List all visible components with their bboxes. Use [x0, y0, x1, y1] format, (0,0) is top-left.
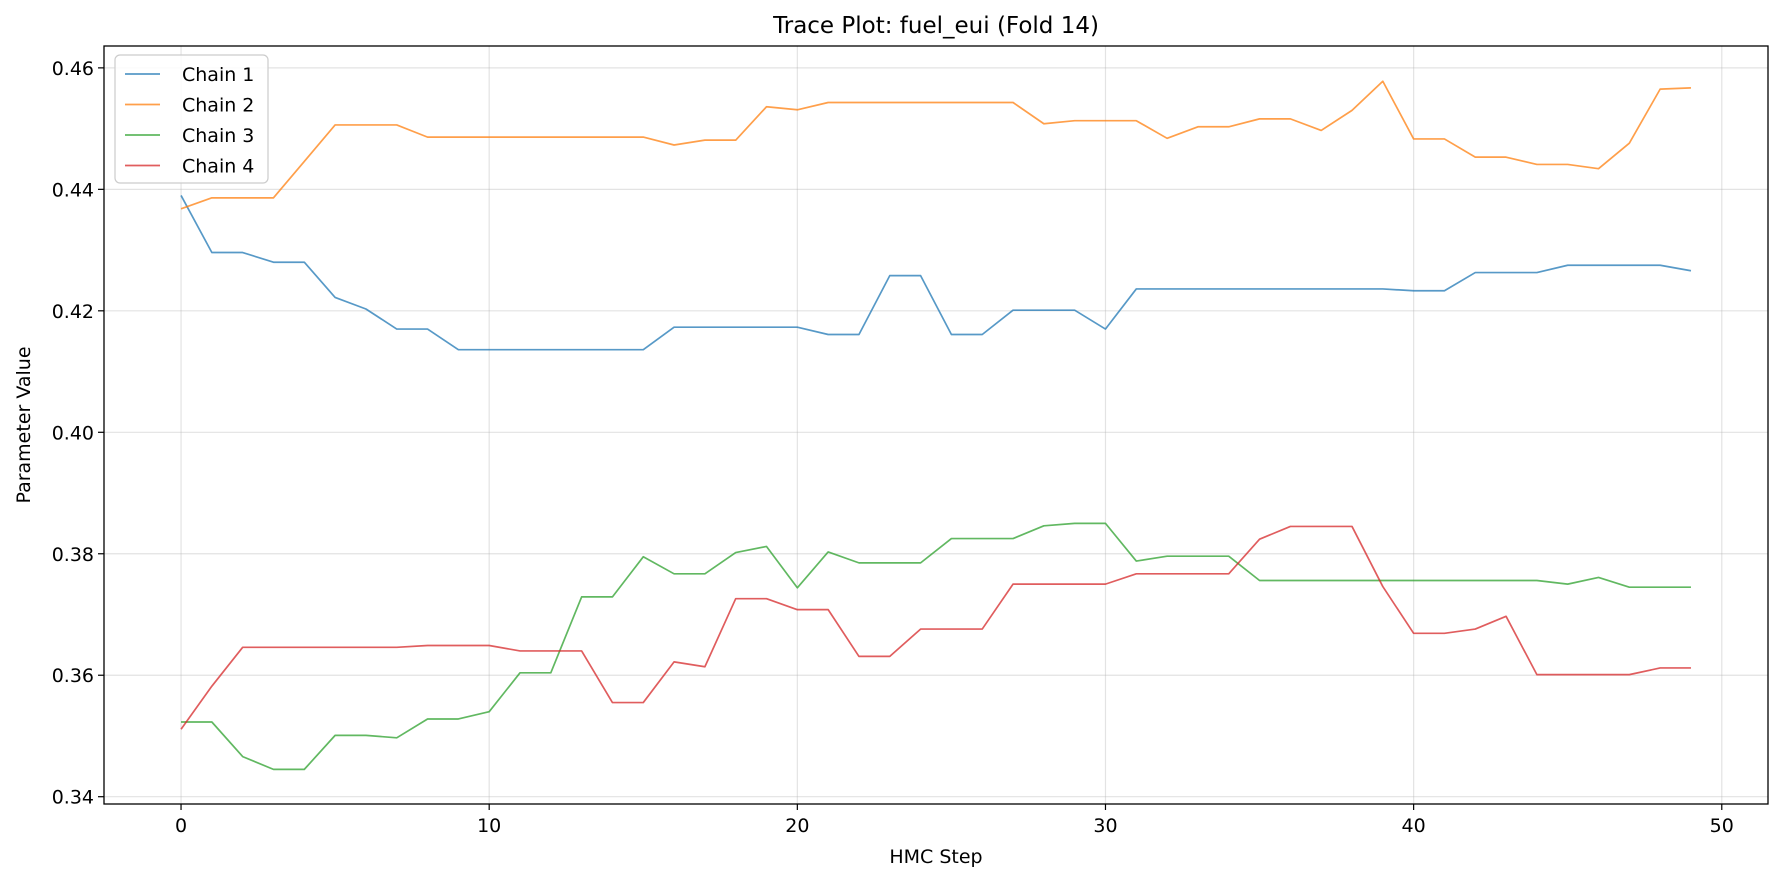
- x-tick-label: 0: [175, 815, 187, 837]
- series-line-chain-4: [180, 525, 1691, 730]
- x-axis-label: HMC Step: [889, 846, 982, 868]
- series-lines: [180, 80, 1692, 771]
- y-tick-label: 0.46: [52, 58, 94, 80]
- legend-label-chain-3: Chain 3: [182, 125, 254, 147]
- y-tick-label: 0.34: [52, 787, 94, 809]
- legend: Chain 1 Chain 2 Chain 3 Chain 4: [114, 54, 269, 184]
- axis-ticks: 0 10 20 30 40 50 0.34 0.36 0.38 0.40 0.42 0.44 0.46: [52, 58, 1734, 837]
- y-tick-label: 0.38: [52, 544, 94, 566]
- series-line-chain-3: [181, 522, 1691, 771]
- legend-label-chain-1: Chain 1: [182, 64, 254, 86]
- x-tick-label: 30: [1093, 815, 1117, 837]
- chart-title: Trace Plot: fuel_eui (Fold 14): [772, 13, 1099, 39]
- x-tick-label: 40: [1402, 815, 1426, 837]
- y-axis-label: Parameter Value: [13, 346, 35, 503]
- series-line-chain-2: [180, 80, 1691, 210]
- x-tick-label: 10: [477, 815, 501, 837]
- legend-label-chain-4: Chain 4: [182, 156, 254, 178]
- plot-area-frame: [103, 45, 1769, 805]
- series-line-chain-1: [180, 195, 1692, 351]
- legend-label-chain-2: Chain 2: [182, 95, 254, 117]
- y-tick-label: 0.42: [52, 301, 94, 323]
- grid-lines: [104, 46, 1768, 804]
- y-tick-label: 0.44: [52, 179, 94, 201]
- x-tick-label: 50: [1710, 815, 1734, 837]
- legend-box: [114, 54, 269, 184]
- x-tick-label: 20: [785, 815, 809, 837]
- y-tick-label: 0.40: [52, 422, 94, 444]
- y-tick-label: 0.36: [52, 665, 94, 687]
